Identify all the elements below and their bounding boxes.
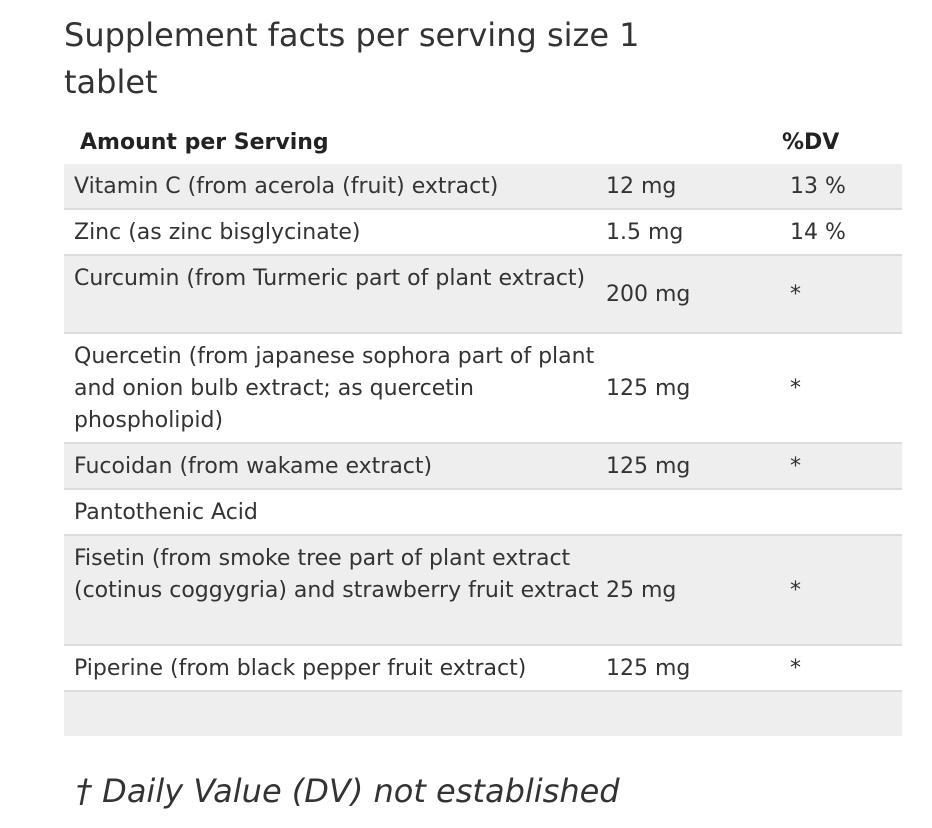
nutrient-amount: 125 mg <box>606 454 691 479</box>
table-row: Vitamin C (from acerola (fruit) extract)… <box>64 164 902 210</box>
table-row: Fisetin (from smoke tree part of plant e… <box>64 536 902 646</box>
nutrient-name: Pantothenic Acid <box>74 500 258 525</box>
table-row: Zinc (as zinc bisglycinate) 1.5 mg 14 % <box>64 210 902 256</box>
nutrient-name: Piperine (from black pepper fruit extrac… <box>74 656 527 681</box>
nutrient-name: Fisetin (from smoke tree part of plant e… <box>74 546 599 603</box>
table-row: Piperine (from black pepper fruit extrac… <box>64 646 902 692</box>
nutrient-name: Quercetin (from japanese sophora part of… <box>74 344 595 433</box>
nutrient-dv: * <box>790 656 801 681</box>
nutrient-amount: 200 mg <box>606 282 691 307</box>
nutrient-amount: 12 mg <box>606 174 677 199</box>
nutrient-amount: 25 mg <box>606 578 677 603</box>
header-daily-value: %DV <box>782 130 840 155</box>
nutrient-dv: * <box>790 454 801 479</box>
supplement-facts-table: Amount per Serving %DV Vitamin C (from a… <box>64 122 902 736</box>
daily-value-footnote: † Daily Value (DV) not established <box>76 772 620 810</box>
table-row-empty <box>64 692 902 736</box>
table-row: Curcumin (from Turmeric part of plant ex… <box>64 256 902 334</box>
nutrient-dv: * <box>790 282 801 307</box>
header-amount-per-serving: Amount per Serving <box>80 130 329 155</box>
nutrient-dv: * <box>790 376 801 401</box>
table-row: Quercetin (from japanese sophora part of… <box>64 334 902 444</box>
nutrient-dv: * <box>790 578 801 603</box>
nutrient-amount: 125 mg <box>606 376 691 401</box>
nutrient-amount: 1.5 mg <box>606 220 684 245</box>
nutrient-dv: 14 % <box>790 220 846 245</box>
nutrient-name: Zinc (as zinc bisglycinate) <box>74 220 361 245</box>
nutrient-name: Curcumin (from Turmeric part of plant ex… <box>74 266 586 291</box>
nutrient-name: Fucoidan (from wakame extract) <box>74 454 433 479</box>
table-row: Pantothenic Acid <box>64 490 902 536</box>
table-header: Amount per Serving %DV <box>64 122 902 164</box>
table-row: Fucoidan (from wakame extract) 125 mg * <box>64 444 902 490</box>
nutrient-amount: 125 mg <box>606 656 691 681</box>
nutrient-name: Vitamin C (from acerola (fruit) extract) <box>74 174 499 199</box>
nutrient-dv: 13 % <box>790 174 846 199</box>
supplement-facts-title: Supplement facts per serving size 1 tabl… <box>64 16 640 101</box>
